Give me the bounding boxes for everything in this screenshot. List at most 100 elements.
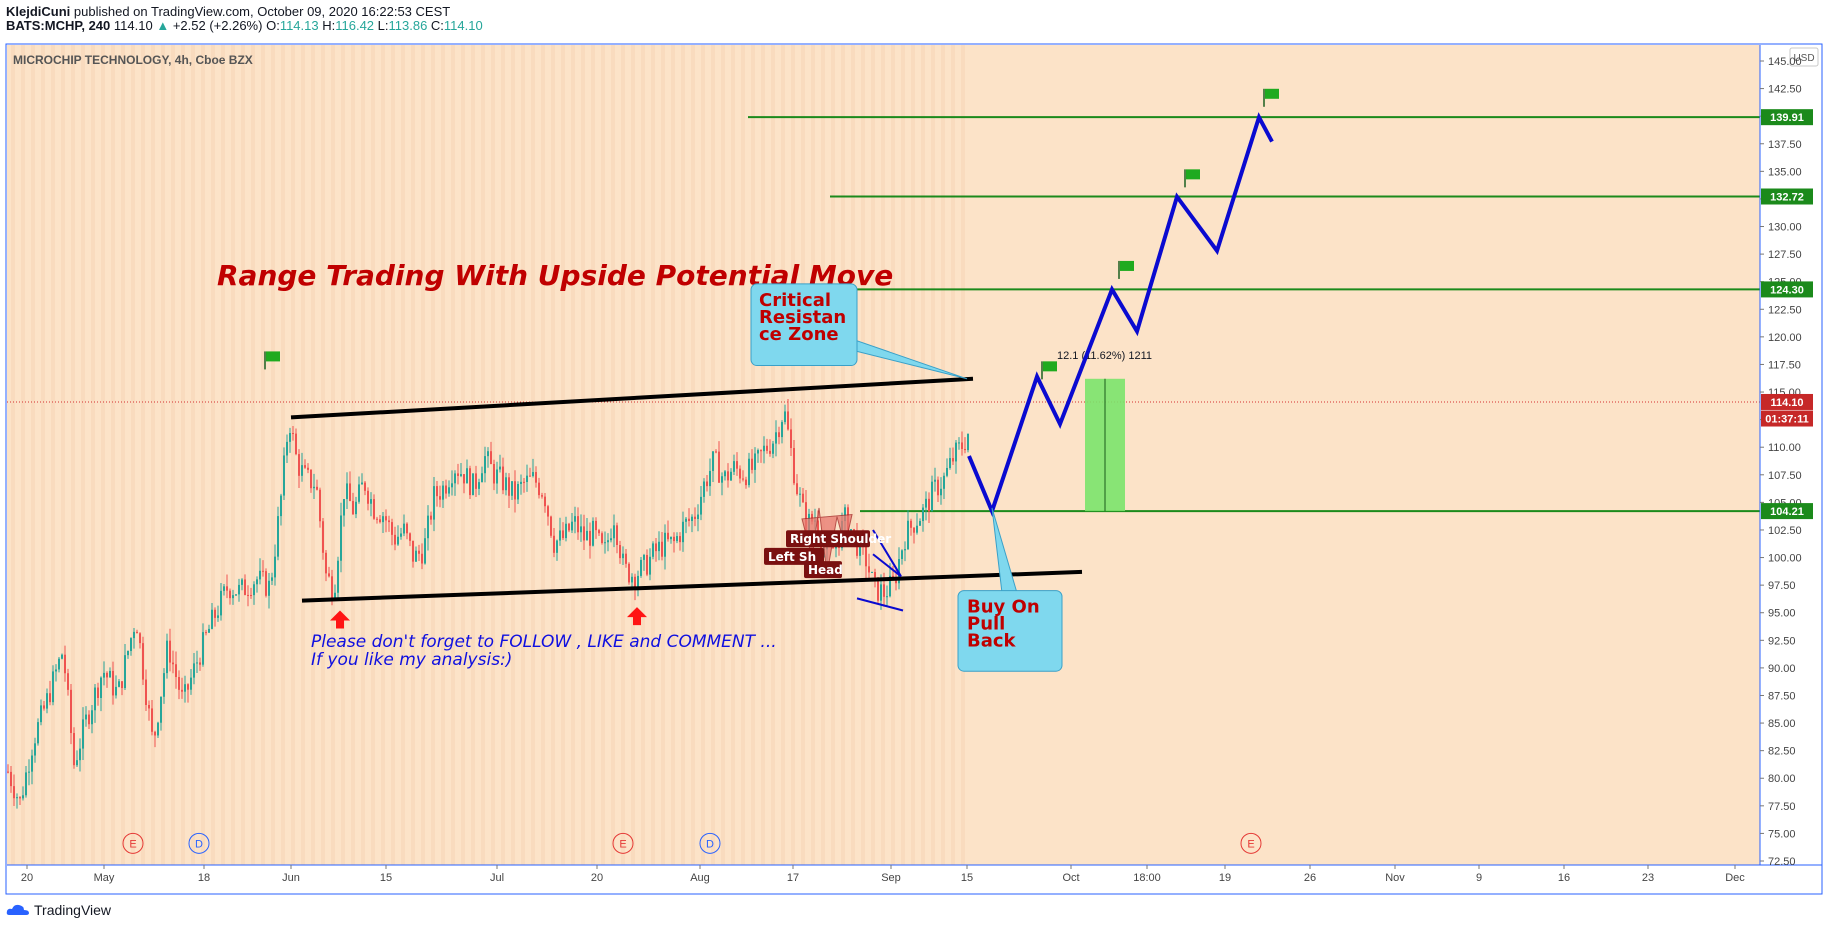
- candle-body[interactable]: [31, 755, 33, 772]
- candle-body[interactable]: [514, 481, 516, 500]
- candle-body[interactable]: [673, 536, 675, 542]
- candle-body[interactable]: [496, 469, 498, 484]
- candle-body[interactable]: [601, 533, 603, 543]
- candle-body[interactable]: [19, 797, 21, 799]
- candle-body[interactable]: [217, 615, 219, 618]
- candle-body[interactable]: [652, 543, 654, 557]
- candle-body[interactable]: [742, 478, 744, 480]
- candle-body[interactable]: [145, 679, 147, 705]
- candle-body[interactable]: [163, 673, 165, 697]
- candle-body[interactable]: [949, 458, 951, 468]
- candle-body[interactable]: [544, 496, 546, 507]
- candle-body[interactable]: [907, 520, 909, 550]
- candle-body[interactable]: [778, 432, 780, 438]
- candle-body[interactable]: [421, 553, 423, 564]
- candle-body[interactable]: [55, 669, 57, 672]
- candle-body[interactable]: [280, 495, 282, 517]
- candle-body[interactable]: [223, 586, 225, 591]
- candle-body[interactable]: [751, 458, 753, 470]
- candle-body[interactable]: [886, 596, 888, 598]
- candle-body[interactable]: [175, 664, 177, 678]
- candle-body[interactable]: [760, 450, 762, 452]
- tradingview-logo[interactable]: TradingView: [6, 902, 111, 918]
- candle-body[interactable]: [490, 451, 492, 465]
- candle-body[interactable]: [697, 514, 699, 520]
- candle-body[interactable]: [310, 469, 312, 489]
- candle-body[interactable]: [109, 670, 111, 678]
- candle-body[interactable]: [22, 795, 24, 799]
- candle-body[interactable]: [265, 571, 267, 596]
- candle-body[interactable]: [340, 515, 342, 561]
- candle-body[interactable]: [364, 482, 366, 491]
- candle-body[interactable]: [871, 572, 873, 574]
- candle-body[interactable]: [712, 451, 714, 471]
- candle-body[interactable]: [190, 677, 192, 690]
- candle-body[interactable]: [946, 467, 948, 476]
- candle-body[interactable]: [931, 481, 933, 512]
- candle-body[interactable]: [622, 553, 624, 559]
- candle-body[interactable]: [406, 523, 408, 534]
- candle-body[interactable]: [799, 493, 801, 495]
- candle-body[interactable]: [499, 466, 501, 470]
- candle-body[interactable]: [355, 501, 357, 515]
- candle-body[interactable]: [955, 442, 957, 462]
- candle-body[interactable]: [748, 458, 750, 486]
- candle-body[interactable]: [424, 538, 426, 564]
- candle-body[interactable]: [580, 526, 582, 533]
- candle-body[interactable]: [754, 453, 756, 470]
- candle-body[interactable]: [220, 590, 222, 616]
- candle-body[interactable]: [736, 461, 738, 469]
- candle-body[interactable]: [790, 429, 792, 449]
- candle-body[interactable]: [391, 522, 393, 535]
- candle-body[interactable]: [730, 471, 732, 481]
- candle-body[interactable]: [685, 518, 687, 522]
- candle-body[interactable]: [304, 465, 306, 468]
- candle-body[interactable]: [403, 523, 405, 534]
- candle-body[interactable]: [739, 468, 741, 479]
- candle-body[interactable]: [562, 530, 564, 539]
- candle-body[interactable]: [37, 722, 39, 744]
- candle-body[interactable]: [625, 553, 627, 564]
- candle-body[interactable]: [781, 422, 783, 438]
- candle-body[interactable]: [595, 520, 597, 531]
- candle-body[interactable]: [7, 771, 9, 773]
- candle-body[interactable]: [901, 550, 903, 560]
- candle-body[interactable]: [865, 543, 867, 567]
- candle-body[interactable]: [784, 411, 786, 423]
- candle-body[interactable]: [208, 628, 210, 633]
- candle-body[interactable]: [250, 595, 252, 597]
- candle-body[interactable]: [91, 710, 93, 725]
- candle-body[interactable]: [763, 445, 765, 452]
- price-badge[interactable]: [1761, 188, 1813, 205]
- candle-body[interactable]: [517, 484, 519, 500]
- candle-body[interactable]: [61, 654, 63, 659]
- candle-body[interactable]: [25, 772, 27, 796]
- candle-body[interactable]: [154, 731, 156, 736]
- candle-body[interactable]: [958, 442, 960, 444]
- candle-body[interactable]: [436, 486, 438, 497]
- candle-body[interactable]: [214, 609, 216, 618]
- candle-body[interactable]: [376, 518, 378, 520]
- candle-body[interactable]: [10, 771, 12, 787]
- candle-body[interactable]: [430, 515, 432, 520]
- candle-body[interactable]: [328, 573, 330, 577]
- candle-body[interactable]: [904, 549, 906, 551]
- candle-body[interactable]: [643, 554, 645, 560]
- candle-body[interactable]: [844, 507, 846, 522]
- candle-body[interactable]: [640, 559, 642, 576]
- candle-body[interactable]: [346, 483, 348, 500]
- candle-body[interactable]: [706, 481, 708, 487]
- candle-body[interactable]: [586, 530, 588, 541]
- candle-body[interactable]: [577, 516, 579, 533]
- candle-body[interactable]: [301, 465, 303, 476]
- candle-body[interactable]: [628, 563, 630, 583]
- candle-body[interactable]: [475, 473, 477, 489]
- candle-body[interactable]: [70, 689, 72, 734]
- candle-body[interactable]: [916, 525, 918, 533]
- candle-body[interactable]: [244, 579, 246, 595]
- candle-body[interactable]: [910, 520, 912, 528]
- candle-body[interactable]: [541, 495, 543, 497]
- candle-body[interactable]: [133, 631, 135, 639]
- candle-body[interactable]: [607, 540, 609, 543]
- candle-body[interactable]: [82, 719, 84, 749]
